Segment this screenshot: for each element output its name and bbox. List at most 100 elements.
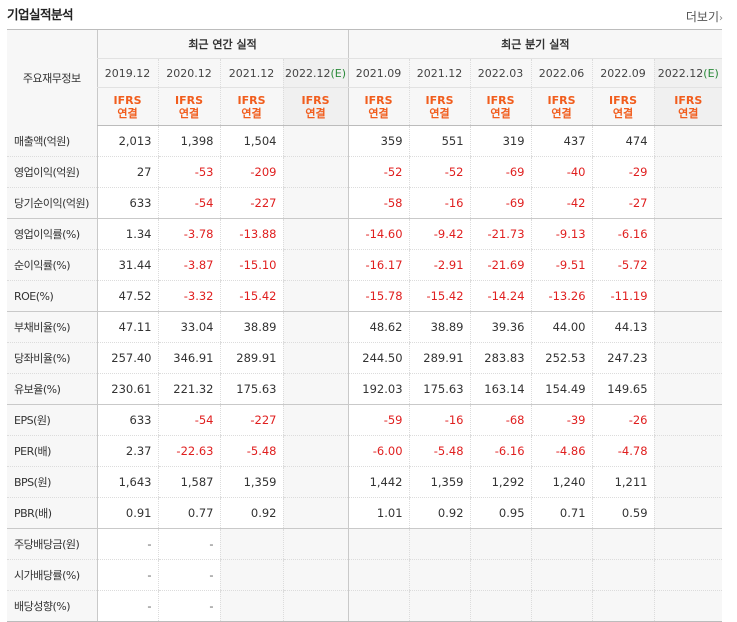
value-cell: - — [96, 528, 158, 560]
row-label: PER(배) — [7, 435, 97, 467]
row-label: 영업이익(억원) — [7, 156, 97, 188]
row-label: PBR(배) — [7, 497, 97, 529]
value-cell: 437 — [530, 125, 593, 157]
value-cell: 192.03 — [347, 373, 410, 405]
accounting-standard-header: IFRS 연결 — [530, 87, 593, 126]
consolidated-label: 연결 — [490, 106, 511, 120]
accounting-standard-header: IFRS 연결 — [469, 87, 532, 126]
table-row: BPS(원) 1,643 1,587 1,359 1,442 1,359 1,292 1,24… — [7, 466, 723, 498]
value-cell — [408, 590, 471, 622]
ifrs-label: IFRS — [425, 93, 454, 107]
value-cell: -58 — [347, 187, 410, 219]
value-cell — [282, 497, 349, 529]
accounting-standard-header: IFRS 연결 — [282, 87, 349, 126]
value-cell: -16 — [408, 404, 471, 436]
table-row: EPS(원) 633 -54 -227 -59 -16 -68 -39 -26 — [7, 404, 723, 436]
quarter-group-header: 최근 분기 실적 — [347, 29, 723, 59]
value-cell — [653, 497, 723, 529]
value-cell: -6.16 — [469, 435, 532, 467]
value-cell: 1,398 — [157, 125, 220, 157]
value-cell: -21.69 — [469, 249, 532, 281]
period-label: 2022.12 — [284, 66, 331, 80]
row-label: BPS(원) — [7, 466, 97, 498]
table-row: 당좌비율(%) 257.40 346.91 289.91 244.50 289.91 283… — [7, 342, 723, 374]
value-cell: -11.19 — [591, 280, 655, 312]
row-label: EPS(원) — [7, 404, 97, 436]
value-cell — [282, 249, 349, 281]
value-cell: 1.01 — [347, 497, 410, 529]
period-label: 2021.12 — [416, 66, 463, 80]
value-cell: -9.13 — [530, 218, 593, 250]
value-cell: 2.37 — [96, 435, 158, 467]
value-cell — [282, 404, 349, 436]
consolidated-label: 연결 — [368, 106, 389, 120]
value-cell: 47.11 — [96, 311, 158, 343]
value-cell: 230.61 — [96, 373, 158, 405]
value-cell: -14.24 — [469, 280, 532, 312]
value-cell: 44.00 — [530, 311, 593, 343]
value-cell — [653, 466, 723, 498]
value-cell: 0.77 — [157, 497, 220, 529]
ifrs-label: IFRS — [237, 93, 266, 107]
row-label: 영업이익률(%) — [7, 218, 97, 250]
value-cell: 47.52 — [96, 280, 158, 312]
value-cell: -39 — [530, 404, 593, 436]
value-cell — [653, 528, 723, 560]
table-row: PBR(배) 0.91 0.77 0.92 1.01 0.92 0.95 0.71 0.59 — [7, 497, 723, 529]
value-cell: -53 — [157, 156, 220, 188]
value-cell: -27 — [591, 187, 655, 219]
value-cell: -42 — [530, 187, 593, 219]
value-cell — [653, 249, 723, 281]
value-cell: -6.16 — [591, 218, 655, 250]
value-cell: -3.78 — [157, 218, 220, 250]
value-cell: -15.42 — [408, 280, 471, 312]
consolidated-label: 연결 — [612, 106, 634, 120]
value-cell: 1,587 — [157, 466, 220, 498]
more-label: 더보기 — [685, 10, 719, 24]
row-label: 유보율(%) — [7, 373, 97, 405]
value-cell: 31.44 — [96, 249, 158, 281]
period-label: 2020.12 — [166, 66, 212, 80]
row-label-header: 주요재무정보 — [7, 29, 97, 126]
annual-period-header: 2020.12 — [157, 58, 220, 88]
accounting-standard-header: IFRS 연결 — [408, 87, 471, 126]
value-cell: 257.40 — [96, 342, 158, 374]
value-cell — [282, 125, 349, 157]
row-label: 순이익률(%) — [7, 249, 97, 281]
more-link[interactable]: 더보기› — [686, 8, 723, 25]
value-cell: 149.65 — [591, 373, 655, 405]
value-cell — [653, 280, 723, 312]
value-cell — [653, 187, 723, 219]
value-cell: 48.62 — [347, 311, 410, 343]
period-label: 2021.09 — [355, 66, 402, 80]
value-cell: 0.95 — [469, 497, 532, 529]
value-cell: -16.17 — [347, 249, 410, 281]
value-cell: 1,643 — [96, 466, 158, 498]
quarter-period-header: 2022.03 — [469, 58, 532, 88]
ifrs-label: IFRS — [486, 93, 515, 107]
accounting-standard-header: IFRS 연결 — [96, 87, 158, 126]
value-cell — [591, 528, 655, 560]
estimate-marker: (E) — [330, 66, 347, 80]
financial-table: 주요재무정보 최근 연간 실적 최근 분기 실적 2019.12 2020.12 2… — [7, 29, 723, 622]
value-cell: 1,442 — [347, 466, 410, 498]
accounting-standard-header: IFRS 연결 — [347, 87, 410, 126]
value-cell: -15.78 — [347, 280, 410, 312]
table-row: 주당배당금(원) - - — [7, 528, 723, 560]
value-cell: -40 — [530, 156, 593, 188]
value-cell: 38.89 — [408, 311, 471, 343]
consolidated-label: 연결 — [241, 106, 262, 120]
value-cell — [219, 559, 283, 591]
accounting-standard-header: IFRS 연결 — [219, 87, 283, 126]
value-cell: 0.91 — [96, 497, 158, 529]
value-cell: 33.04 — [157, 311, 220, 343]
value-cell: 252.53 — [530, 342, 593, 374]
accounting-standard-header: IFRS 연결 — [653, 87, 723, 126]
value-cell: -227 — [219, 187, 283, 219]
value-cell: -5.48 — [219, 435, 283, 467]
value-cell — [282, 311, 349, 343]
value-cell — [282, 559, 349, 591]
value-cell: 0.59 — [591, 497, 655, 529]
value-cell: 1,240 — [530, 466, 593, 498]
value-cell: -69 — [469, 187, 532, 219]
